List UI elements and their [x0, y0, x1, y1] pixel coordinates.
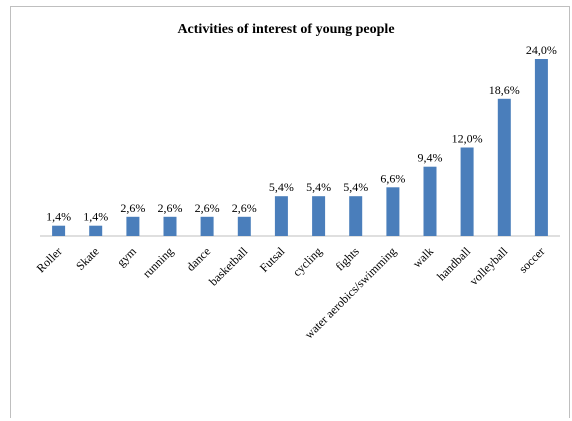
category-label-0: Roller [34, 244, 65, 275]
data-label-2: 2,6% [120, 201, 145, 215]
bar-5 [237, 216, 251, 236]
bar-6 [274, 196, 288, 236]
category-label-5: basketball [206, 244, 251, 289]
category-label-3: running [140, 244, 176, 280]
data-label-9: 6,6% [380, 171, 405, 185]
bar-12 [497, 98, 511, 236]
data-label-4: 2,6% [195, 201, 220, 215]
category-label-6: Futsal [257, 244, 288, 275]
data-label-7: 5,4% [306, 180, 331, 194]
category-label-8: fights [333, 244, 362, 273]
chart-title: Activities of interest of young people [177, 22, 395, 37]
bar-2 [126, 216, 140, 236]
category-label-13: soccer [516, 244, 548, 276]
category-label-12: volleyball [467, 244, 511, 288]
data-label-10: 9,4% [418, 151, 443, 165]
bar-3 [163, 216, 177, 236]
data-label-0: 1,4% [46, 210, 71, 224]
bar-10 [423, 166, 437, 236]
bar-1 [89, 225, 103, 236]
bar-8 [349, 196, 363, 236]
category-label-2: gym [114, 244, 139, 269]
data-label-8: 5,4% [343, 180, 368, 194]
bar-4 [200, 216, 214, 236]
chart-frame [10, 6, 570, 418]
data-label-6: 5,4% [269, 180, 294, 194]
data-label-13: 24,0% [526, 43, 557, 57]
bar-0 [52, 225, 66, 236]
data-label-12: 18,6% [489, 83, 520, 97]
bar-7 [312, 196, 326, 236]
bar-13 [534, 59, 548, 236]
data-label-11: 12,0% [452, 132, 483, 146]
category-label-4: dance [184, 244, 214, 274]
data-label-5: 2,6% [232, 201, 257, 215]
bar-11 [460, 147, 474, 236]
data-label-1: 1,4% [83, 210, 108, 224]
data-label-3: 2,6% [158, 201, 183, 215]
bar-9 [386, 187, 400, 236]
category-label-7: cycling [290, 244, 325, 279]
category-label-10: walk [410, 244, 436, 270]
category-label-1: Skate [73, 244, 102, 273]
